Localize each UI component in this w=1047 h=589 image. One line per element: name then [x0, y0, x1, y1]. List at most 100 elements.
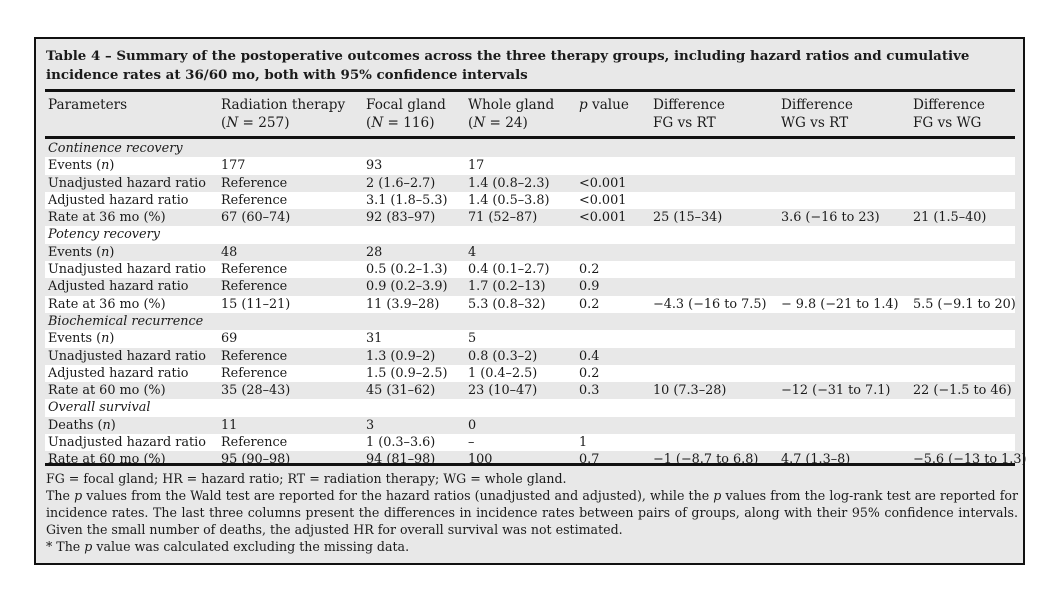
row-label: Deaths (n): [48, 417, 116, 433]
table-row: Deaths (n) 11 3 0: [45, 416, 1015, 435]
column-header: Difference FG vs WG: [913, 96, 985, 132]
footnote: FG = focal gland; HR = hazard ratio; RT …: [46, 471, 567, 486]
table-cell: 35 (28–43): [221, 383, 291, 399]
table-cell: 0.5 (0.2–1.3): [366, 262, 448, 278]
section-label: Overall survival: [48, 400, 151, 416]
table-cell: 0.8 (0.3–2): [468, 348, 538, 364]
table-cell: 93: [366, 158, 383, 174]
row-label: Rate at 36 mo (%): [48, 296, 166, 312]
table-cell: 3.1 (1.8–5.3): [366, 192, 448, 208]
column-header: Parameters: [48, 96, 127, 114]
table-row: Events (n) 48 28 4: [45, 243, 1015, 262]
table-cell: 0.4: [579, 348, 600, 364]
table-row: Unadjusted hazard ratio Reference 2 (1.6–2…: [45, 174, 1015, 192]
table-cell: 21 (1.5–40): [913, 210, 987, 226]
row-label: Adjusted hazard ratio: [48, 192, 189, 208]
table-cell: −5.6 (−13 to 1.3): [913, 452, 1027, 468]
table-row: Rate at 36 mo (%) 67 (60–74) 92 (83–97) 71 …: [45, 209, 1015, 227]
table-cell: 0.9: [579, 279, 600, 295]
column-header: Focal gland (N = 116): [366, 96, 446, 132]
table-cell: 69: [221, 331, 238, 347]
table-cell: Reference: [221, 262, 288, 278]
row-label: Adjusted hazard ratio: [48, 365, 189, 381]
table-footnotes: FG = focal gland; HR = hazard ratio; RT …: [46, 470, 1018, 555]
table-cell: Reference: [221, 279, 288, 295]
table-cell: 0.2: [579, 296, 600, 312]
table-cell: −12 (−31 to 7.1): [781, 383, 891, 399]
section-row: Biochemical recurrence: [45, 312, 1015, 331]
section-label: Biochemical recurrence: [48, 313, 204, 329]
table-cell: 11: [221, 417, 238, 433]
table-cell: 4: [468, 244, 477, 260]
table-cell: − 9.8 (−21 to 1.4): [781, 296, 899, 312]
table-cell: 5.5 (−9.1 to 20): [913, 296, 1016, 312]
table-cell: Reference: [221, 348, 288, 364]
column-header-subline: (N = 257): [221, 115, 290, 131]
table-cell: 5: [468, 331, 477, 347]
section-row: Overall survival: [45, 399, 1015, 417]
table-cell: 95 (90–98): [221, 452, 291, 468]
table-row: Adjusted hazard ratio Reference 0.9 (0.2–3…: [45, 278, 1015, 296]
table-cell: 1.5 (0.9–2.5): [366, 365, 448, 381]
table-cell: 10 (7.3–28): [653, 383, 727, 399]
table-cell: 0.9 (0.2–3.9): [366, 279, 448, 295]
column-header-subline: WG vs RT: [781, 115, 849, 131]
table-row: Unadjusted hazard ratio Reference 0.5 (0.2…: [45, 261, 1015, 279]
table-cell: 94 (81–98): [366, 452, 436, 468]
table-cell: 1 (0.3–3.6): [366, 435, 436, 451]
table-cell: 17: [468, 158, 485, 174]
table-cell: 11 (3.9–28): [366, 296, 440, 312]
column-header-line: Radiation therapy: [221, 97, 346, 113]
table-cell: 15 (11–21): [221, 296, 291, 312]
row-label: Unadjusted hazard ratio: [48, 435, 206, 451]
column-header-line: Difference: [913, 97, 985, 113]
table-cell: 71 (52–87): [468, 210, 538, 226]
row-label: Rate at 60 mo (%): [48, 452, 166, 468]
column-header-subline: FG vs RT: [653, 115, 716, 131]
footnote: The p values from the Wald test are repo…: [46, 488, 1019, 538]
table-row: Unadjusted hazard ratio Reference 1 (0.3–3…: [45, 434, 1015, 452]
table-cell: 1.4 (0.8–2.3): [468, 175, 550, 191]
table-row: Adjusted hazard ratio Reference 3.1 (1.8–5…: [45, 191, 1015, 210]
table-cell: 48: [221, 244, 238, 260]
table-header: Parameters Radiation therapy (N = 257) Foca…: [45, 94, 1015, 134]
table-cell: 0.4 (0.1–2.7): [468, 262, 550, 278]
row-label: Events (n): [48, 244, 115, 260]
table-body: Continence recovery Events (n) 177 93 17 Unad…: [45, 140, 1026, 469]
table-caption: Table 4 – Summary of the postoperative o…: [46, 48, 970, 83]
table-cell: −1 (−8.7 to 6.8): [653, 452, 759, 468]
table-cell: 0.2: [579, 365, 600, 381]
column-header-subline: FG vs WG: [913, 115, 982, 131]
section-label: Potency recovery: [48, 227, 160, 243]
table-cell: <0.001: [579, 210, 627, 226]
table-cell: 31: [366, 331, 383, 347]
table-row: Rate at 60 mo (%) 35 (28–43) 45 (31–62) 23 …: [45, 382, 1015, 400]
table-cell: 5.3 (0.8–32): [468, 296, 546, 312]
section-row: Potency recovery: [45, 226, 1015, 244]
table-cell: 1 (0.4–2.5): [468, 365, 538, 381]
table-cell: 25 (15–34): [653, 210, 723, 226]
column-header: Difference WG vs RT: [781, 96, 853, 132]
table-cell: 1.7 (0.2–13): [468, 279, 546, 295]
section-row: Continence recovery: [45, 140, 1015, 158]
row-label: Unadjusted hazard ratio: [48, 348, 206, 364]
table-cell: Reference: [221, 192, 288, 208]
row-label: Events (n): [48, 331, 115, 347]
row-label: Rate at 60 mo (%): [48, 383, 166, 399]
table-cell: <0.001: [579, 192, 627, 208]
table-cell: 177: [221, 158, 246, 174]
row-label: Adjusted hazard ratio: [48, 279, 189, 295]
table-cell: 100: [468, 452, 493, 468]
table-cell: 1: [579, 435, 588, 451]
table-cell: 0.3: [579, 383, 600, 399]
table-cell: 2 (1.6–2.7): [366, 175, 436, 191]
table-cell: −4.3 (−16 to 7.5): [653, 296, 767, 312]
row-label: Events (n): [48, 158, 115, 174]
table-cell: 67 (60–74): [221, 210, 291, 226]
column-header-subline: (N = 116): [366, 115, 435, 131]
column-header: Whole gland (N = 24): [468, 96, 554, 132]
section-label: Continence recovery: [48, 141, 183, 156]
column-header-line: Focal gland: [366, 97, 446, 113]
table-row: Rate at 36 mo (%) 15 (11–21) 11 (3.9–28) 5.…: [45, 295, 1016, 313]
table-cell: Reference: [221, 435, 288, 451]
